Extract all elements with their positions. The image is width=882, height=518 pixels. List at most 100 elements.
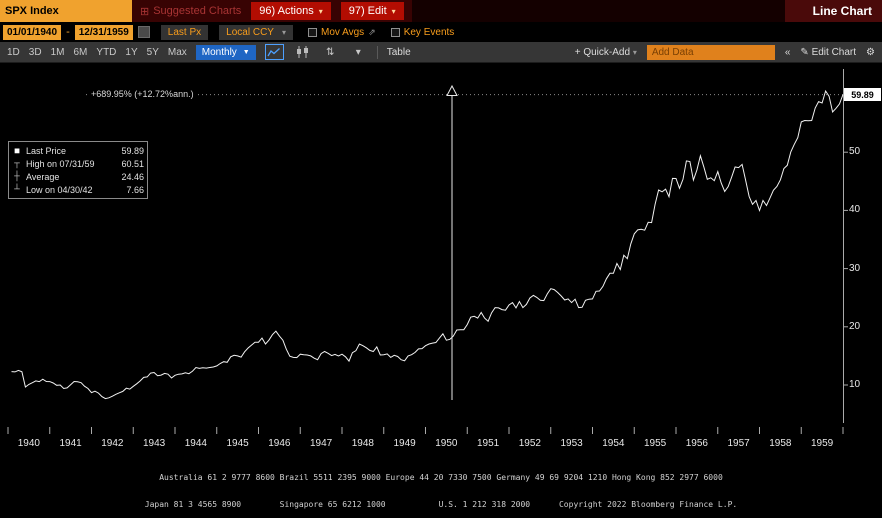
legend-label: High on 07/31/59 [26,158,95,169]
candlestick-chart-icon[interactable] [293,44,312,60]
x-axis-label: 1953 [560,438,583,449]
footer-line-1: Australia 61 2 9777 8600 Brazil 5511 239… [159,473,723,482]
footer-line-2: Japan 81 3 4565 8900 Singapore 65 6212 1… [144,500,738,509]
last-price-badge: 59.89 [844,88,881,101]
periodicity-dropdown[interactable]: Monthly ▼ [195,44,256,60]
range-button-6m[interactable]: 6M [73,46,88,58]
settings-bar: 01/01/1940 - 12/31/1959 Last Px Local CC… [0,22,882,42]
crosshair-triangle-icon[interactable] [446,84,458,96]
mov-avgs-toggle[interactable]: Mov Avgs ⇗ [307,26,376,38]
high-marker-icon: ┬ [14,158,20,169]
date-range-separator: - [66,26,70,38]
price-field-dropdown[interactable]: Last Px [160,24,209,40]
legend-row: ┬ High on 07/31/59 60.51 [12,157,144,170]
legend-value: 24.46 [121,171,144,182]
gear-icon[interactable]: ⚙ [866,46,875,58]
chart-type-dropdown-icon[interactable]: ▾ [355,46,361,58]
avg-marker-icon: ┼ [14,171,20,182]
chart-toolbar: 1D 3D 1M 6M YTD 1Y 5Y Max Monthly ▼ ⇅ ▾ Table +… [0,42,882,63]
key-events-checkbox[interactable] [390,27,400,37]
page-title: Line Chart [784,0,882,22]
legend-value: 60.51 [121,158,144,169]
return-annotation: +689.95% (+12.72%ann.) [88,89,197,99]
key-events-toggle[interactable]: Key Events [390,27,454,38]
y-axis-label: 40 [849,204,861,216]
security-field[interactable]: SPX Index [0,0,132,22]
price-line [11,89,844,400]
x-axis-label: 1956 [685,438,708,449]
command-bar: SPX Index ⊞ Suggested Charts 96) Actions… [0,0,882,22]
chevron-down-icon: ▾ [632,47,637,57]
legend-row: ┼ Average 24.46 [12,170,144,183]
chevron-down-icon: ▾ [318,6,323,16]
table-button[interactable]: Table [386,46,411,58]
mov-avgs-edit-icon[interactable]: ⇗ [368,26,376,37]
quick-add-button[interactable]: + Quick-Add ▾ [574,46,637,58]
x-axis-label: 1940 [17,438,40,449]
x-axis-label: 1950 [435,438,458,449]
range-button-5y[interactable]: 5Y [146,46,159,58]
legend-row: ┴ Low on 04/30/42 7.66 [12,183,144,196]
range-button-3d[interactable]: 3D [28,46,42,58]
crosshair[interactable] [446,84,458,400]
y-axis-label: 50 [849,146,861,158]
x-axis-label: 1948 [351,438,374,449]
grid-icon: ⊞ [140,5,150,18]
x-axis-label: 1957 [727,438,750,449]
legend-row: ■ Last Price 59.89 [12,144,144,157]
toolbar-right-group: + Quick-Add ▾ « ✎ Edit Chart ⚙ [574,44,875,60]
x-axis-ticks [7,427,844,434]
x-axis-label: 1959 [811,438,834,449]
chart-panel[interactable]: +689.95% (+12.72%ann.) ■ Last Price 59.89 ┬… [0,63,882,437]
x-axis-label: 1947 [310,438,333,449]
suggested-charts-button[interactable]: ⊞ Suggested Charts [140,5,242,18]
low-marker-icon: ┴ [14,184,20,195]
legend-label: Last Price [26,145,67,156]
price-chart[interactable] [0,63,882,437]
x-axis-labels: 1940 1941 1942 1943 1944 1945 1946 1947 1948 1949… [8,438,843,449]
range-button-1m[interactable]: 1M [50,46,65,58]
y-axis-label: 30 [849,262,861,274]
add-data-input[interactable] [646,44,775,60]
topbar-spacer [412,0,785,22]
calendar-icon[interactable] [137,26,150,38]
range-button-1y[interactable]: 1Y [125,46,138,58]
square-marker-icon: ■ [14,146,20,155]
x-axis-label: 1942 [101,438,124,449]
actions-menu-button[interactable]: 96) Actions ▾ [251,2,331,20]
edit-chart-button[interactable]: ✎ Edit Chart [800,46,857,58]
x-axis-label: 1944 [184,438,207,449]
range-button-max[interactable]: Max [167,46,187,58]
x-axis-label: 1958 [769,438,792,449]
chevron-down-icon: ▼ [242,48,250,56]
end-date-field[interactable]: 12/31/1959 [74,24,133,40]
edit-menu-button[interactable]: 97) Edit ▾ [340,2,404,20]
range-button-1d[interactable]: 1D [7,46,20,58]
x-axis-label: 1941 [59,438,82,449]
currency-dropdown[interactable]: Local CCY ▾ [219,24,293,40]
x-axis-label: 1954 [602,438,625,449]
collapse-button[interactable]: « [784,46,791,58]
mov-avgs-checkbox[interactable] [307,27,317,37]
bloomberg-footer: Australia 61 2 9777 8600 Brazil 5511 239… [0,455,882,518]
chevron-down-icon: ▾ [391,6,396,16]
security-label: SPX Index [5,5,59,17]
start-date-field[interactable]: 01/01/1940 [3,24,62,40]
range-button-ytd[interactable]: YTD [96,46,117,58]
legend-label: Average [26,171,60,182]
legend-value: 7.66 [126,184,144,195]
legend-label: Low on 04/30/42 [26,184,93,195]
x-axis-label: 1945 [226,438,249,449]
x-axis-label: 1951 [477,438,500,449]
chevron-down-icon: ▾ [281,27,286,37]
sort-compare-icon[interactable]: ⇅ [326,46,335,58]
y-axis-ticks [843,151,848,386]
range-button-group: 1D 3D 1M 6M YTD 1Y 5Y Max [7,47,187,58]
x-axis-label: 1952 [518,438,541,449]
x-axis-label: 1955 [644,438,667,449]
line-chart-icon[interactable] [264,44,284,60]
x-axis-label: 1943 [143,438,166,449]
x-axis-label: 1949 [393,438,416,449]
chart-legend: ■ Last Price 59.89 ┬ High on 07/31/59 60.51 ┼ A… [8,141,148,199]
y-axis-label: 10 [849,379,861,390]
